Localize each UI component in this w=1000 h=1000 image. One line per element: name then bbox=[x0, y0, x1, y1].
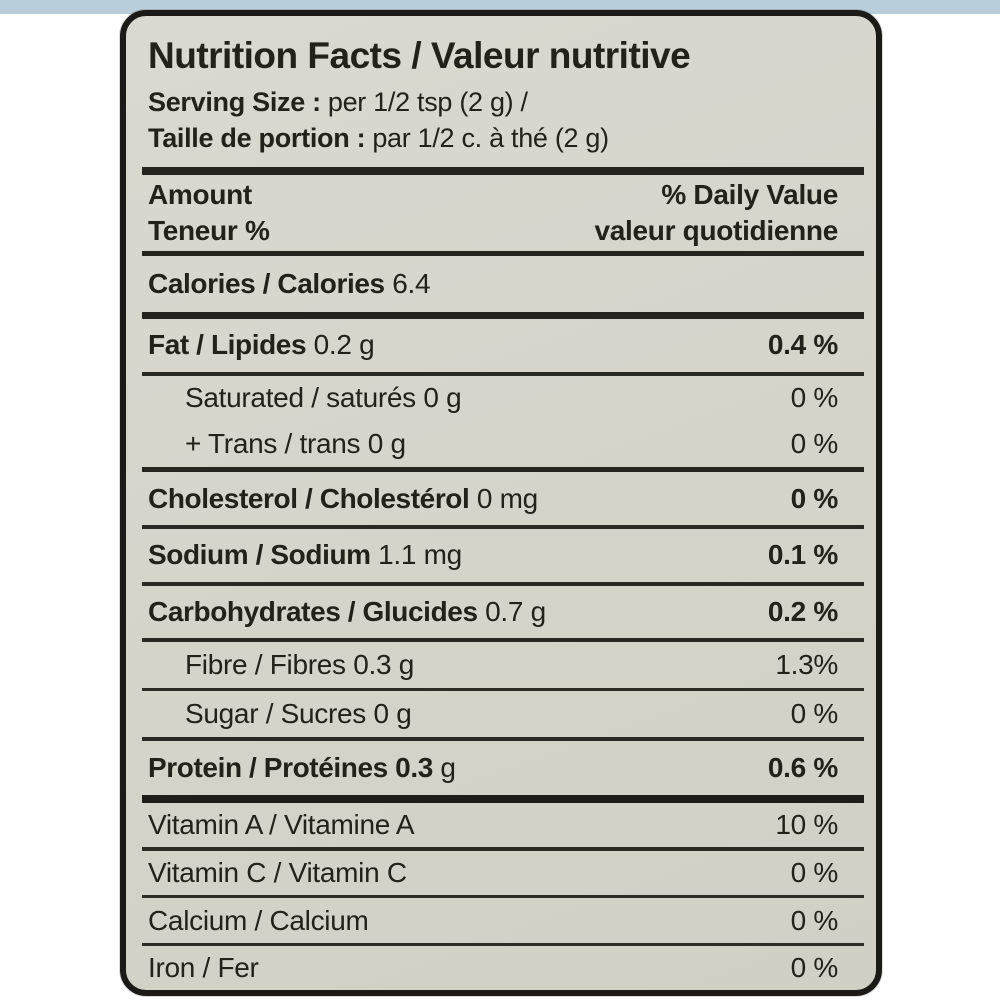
nutrient-row-trans: + Trans / trans 0 g 0 % bbox=[142, 421, 864, 473]
trans-daily-value: 0 % bbox=[790, 428, 839, 460]
sodium-daily-value: 0.1 % bbox=[767, 539, 838, 571]
sugar-daily-value: 0 % bbox=[790, 698, 839, 730]
fibre-daily-value: 1.3% bbox=[775, 649, 838, 681]
daily-value-header-fr: valeur quotidienne bbox=[594, 215, 838, 247]
fat-daily-value: 0.4 % bbox=[767, 329, 838, 361]
nutrient-row-iron: Iron / Fer 0 % bbox=[142, 946, 864, 990]
nutrient-row-fat: Fat / Lipides 0.2 g 0.4 % bbox=[142, 319, 864, 376]
nutrient-row-calcium: Calcium / Calcium 0 % bbox=[142, 898, 864, 947]
nutrient-row-sugar: Sugar / Sucres 0 g 0 % bbox=[142, 691, 864, 742]
nutrient-row-fibre: Fibre / Fibres 0.3 g 1.3% bbox=[142, 642, 864, 692]
thick-divider-top bbox=[142, 167, 864, 176]
serving-size-fr-value: par 1/2 c. à thé (2 g) bbox=[372, 123, 609, 154]
vitamin-c-daily-value: 0 % bbox=[790, 856, 839, 888]
daily-value-header: % Daily Value valeur quotidienne bbox=[594, 177, 864, 249]
calories-label: Calories / Calories 6.4 bbox=[148, 267, 431, 299]
calories-row: Calories / Calories 6.4 bbox=[142, 256, 864, 319]
nutrient-row-carbohydrates: Carbohydrates / Glucides 0.7 g 0.2 % bbox=[142, 586, 864, 643]
saturated-daily-value: 0 % bbox=[790, 382, 839, 414]
nutrition-facts-label: Nutrition Facts / Valeur nutritive Servi… bbox=[120, 10, 882, 996]
iron-daily-value: 0 % bbox=[790, 952, 839, 984]
nutrient-row-cholesterol: Cholesterol / Cholestérol 0 mg 0 % bbox=[142, 472, 864, 529]
amount-header-en: Amount bbox=[148, 179, 252, 211]
nutrient-row-vitamin-c: Vitamin C / Vitamin C 0 % bbox=[142, 851, 864, 899]
daily-value-header-en: % Daily Value bbox=[661, 179, 838, 211]
nutrient-row-sodium: Sodium / Sodium 1.1 mg 0.1 % bbox=[142, 529, 864, 586]
label-title: Nutrition Facts / Valeur nutritive bbox=[148, 34, 691, 76]
calcium-daily-value: 0 % bbox=[790, 904, 839, 936]
serving-size-fr-label: Taille de portion : bbox=[148, 123, 366, 154]
nutrient-row-protein: Protein / Protéines 0.3 g 0.6 % bbox=[142, 741, 864, 803]
label-content: Nutrition Facts / Valeur nutritive Servi… bbox=[126, 16, 876, 990]
column-header: Amount Teneur % % Daily Value valeur quo… bbox=[142, 175, 864, 257]
vitamin-a-daily-value: 10 % bbox=[775, 808, 838, 840]
serving-size-en: Serving Size : per 1/2 tsp (2 g) / bbox=[142, 84, 864, 121]
nutrient-row-saturated: Saturated / saturés 0 g 0 % bbox=[142, 376, 864, 422]
nutrient-row-vitamin-a: Vitamin A / Vitamine A 10 % bbox=[142, 803, 864, 851]
protein-daily-value: 0.6 % bbox=[767, 751, 838, 783]
amount-header-fr: Teneur % bbox=[148, 215, 270, 247]
cholesterol-daily-value: 0 % bbox=[790, 482, 839, 514]
serving-size-fr: Taille de portion : par 1/2 c. à thé (2 g… bbox=[142, 121, 864, 158]
amount-header: Amount Teneur % bbox=[142, 177, 270, 249]
serving-size-en-label: Serving Size : bbox=[148, 86, 321, 117]
carbohydrates-daily-value: 0.2 % bbox=[767, 596, 838, 628]
serving-size-en-value: per 1/2 tsp (2 g) / bbox=[327, 86, 528, 117]
